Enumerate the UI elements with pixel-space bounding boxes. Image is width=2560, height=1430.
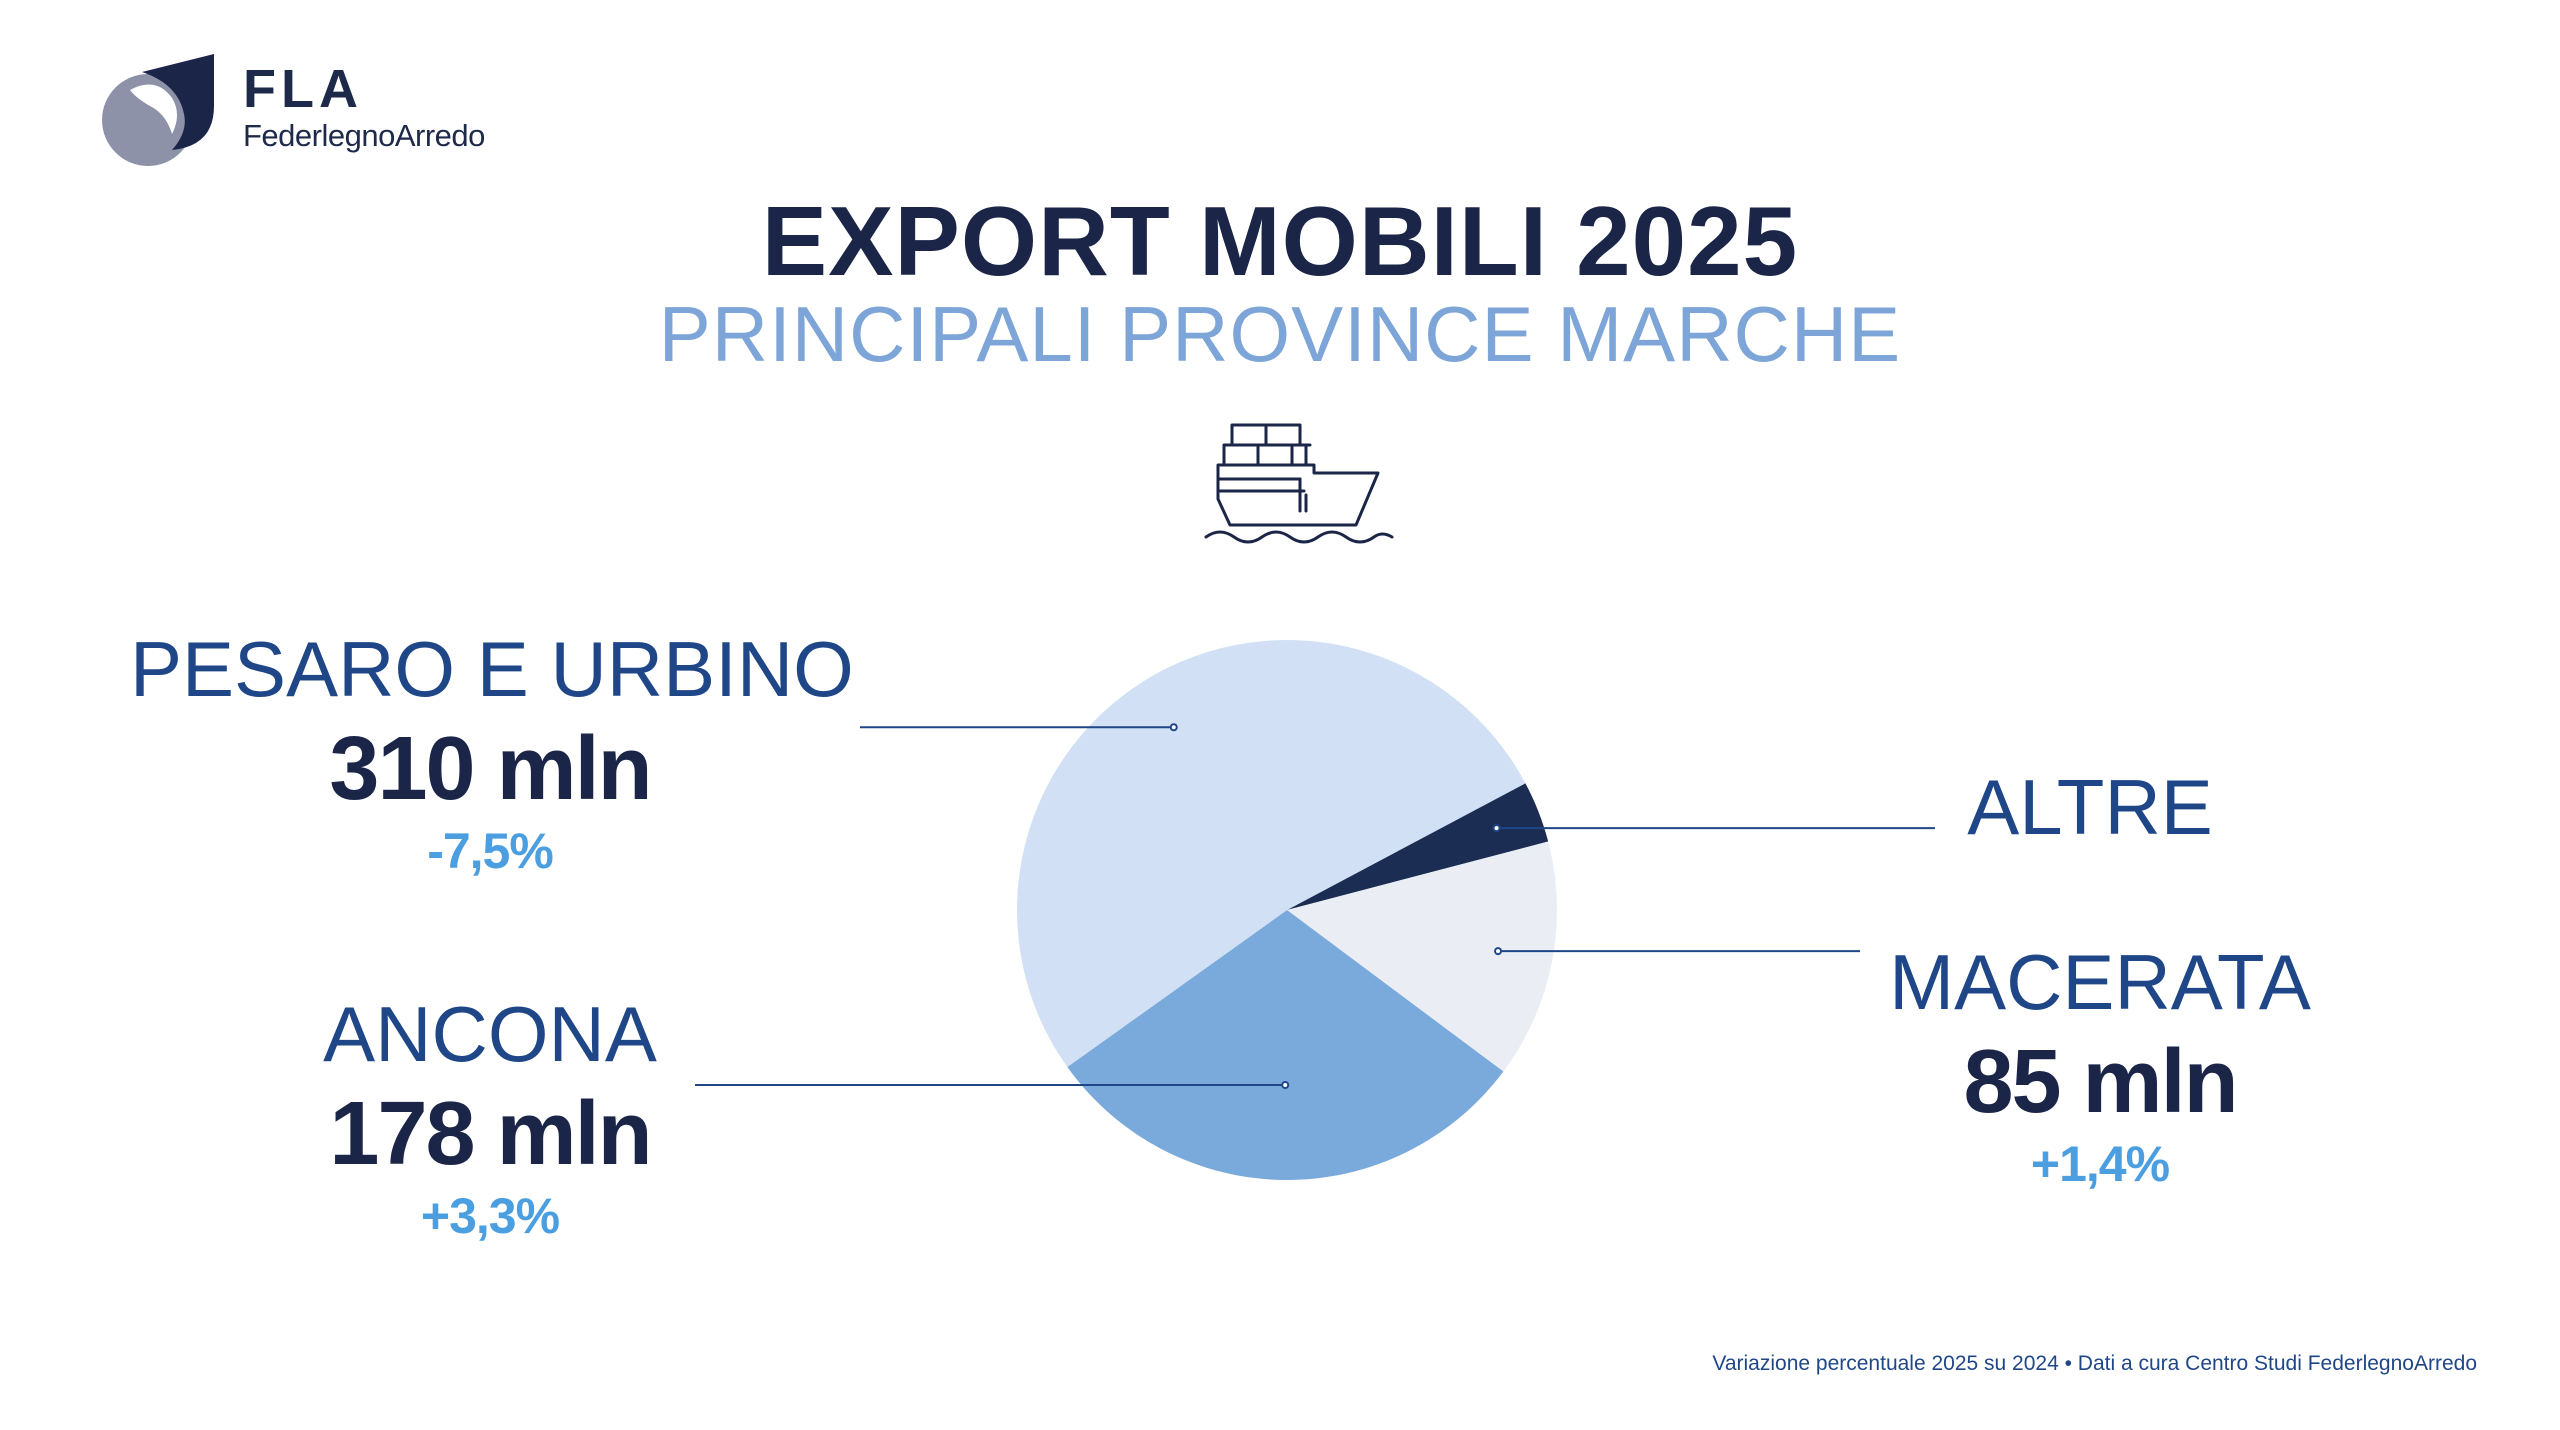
footnote: Variazione percentuale 2025 su 2024 • Da… (1712, 1352, 2477, 1375)
percent-change: -7,5% (427, 823, 554, 879)
label-altre: ALTRE (1900, 768, 2280, 846)
leader-dot-ancona (1281, 1080, 1290, 1089)
province-name: ANCONA (323, 990, 657, 1078)
chart-title: EXPORT MOBILI 2025 (761, 186, 1799, 296)
leader-dot-pesaro (1169, 723, 1178, 732)
pie-slice-macerata (1287, 841, 1558, 1072)
pie-slice-ancona (1067, 910, 1504, 1180)
pie-slice-pesaro (1017, 640, 1526, 1068)
province-name: PESARO E URBINO (130, 625, 854, 713)
percent-change: +3,3% (420, 1188, 560, 1244)
fla-logo: FLA FederlegnoArredo (100, 50, 560, 180)
label-macerata: MACERATA 85 mln +1,4% (1860, 943, 2340, 1189)
percent-change: +1,4% (2030, 1136, 2170, 1192)
export-value: 85 mln (1963, 1032, 2238, 1132)
label-ancona: ANCONA 178 mln +3,3% (130, 995, 850, 1241)
export-value: 310 mln (329, 719, 652, 819)
export-value: 178 mln (329, 1084, 652, 1184)
logo-full-name: FederlegnoArredo (243, 118, 485, 153)
province-name: MACERATA (1889, 938, 2311, 1026)
province-name: ALTRE (1967, 763, 2213, 851)
pie-slice-altre (1287, 783, 1549, 910)
cargo-ship-icon (1204, 423, 1394, 544)
leader-dot-altre (1492, 824, 1501, 833)
leader-dot-macerata (1494, 947, 1503, 956)
chart-subtitle: PRINCIPALI PROVINCE MARCHE (658, 290, 1902, 378)
label-pesaro-e-urbino: PESARO E URBINO 310 mln -7,5% (130, 625, 854, 879)
fla-logo-mark-icon (102, 54, 214, 166)
logo-short-name: FLA (243, 59, 363, 119)
